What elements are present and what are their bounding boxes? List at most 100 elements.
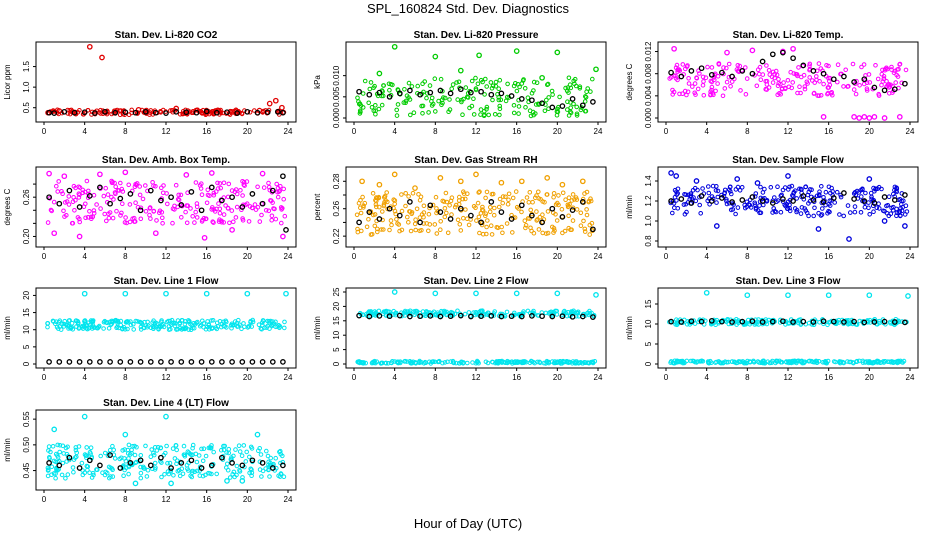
band-point [864, 80, 870, 85]
band-point [770, 210, 775, 215]
band-point [122, 327, 128, 332]
band-point [89, 216, 94, 221]
y-tick-label: 0.22 [332, 228, 341, 244]
band-point [688, 193, 694, 198]
band-point [475, 81, 481, 87]
data-point [476, 52, 482, 59]
band-point [845, 203, 851, 208]
data-point [427, 313, 434, 319]
band-point [447, 97, 452, 102]
band-point [414, 206, 420, 212]
band-point [379, 227, 384, 232]
data-point [356, 88, 362, 95]
band-point [224, 319, 229, 325]
band-point [884, 84, 890, 89]
band-point [826, 320, 832, 325]
data-point [498, 209, 505, 215]
data-point [249, 359, 256, 365]
band-point [789, 85, 795, 91]
data-point [891, 197, 898, 203]
band-point [672, 358, 678, 364]
band-point [91, 192, 97, 198]
x-tick-label: 20 [243, 252, 252, 261]
band-point [876, 93, 882, 98]
band-point [463, 196, 468, 202]
band-point [270, 200, 275, 205]
band-point [96, 324, 101, 330]
data-point [66, 187, 73, 194]
band-point [792, 206, 798, 211]
data-point [396, 312, 403, 319]
band-point [66, 323, 72, 328]
data-point [391, 171, 398, 178]
band-point [768, 185, 774, 190]
band-point [434, 231, 440, 236]
data-point [259, 200, 266, 207]
data-point [815, 226, 822, 232]
data-point [427, 202, 434, 209]
data-point [132, 109, 139, 116]
data-point [790, 319, 796, 325]
band-point [402, 359, 407, 364]
y-tick-label: 0 [644, 361, 653, 366]
band-point [392, 311, 398, 316]
band-point [473, 205, 478, 211]
x-tick-label: 4 [82, 373, 87, 382]
data-point [739, 318, 746, 325]
x-tick-label: 4 [704, 252, 709, 261]
band-point [776, 76, 781, 82]
band-point [542, 199, 547, 205]
band-point [904, 209, 910, 214]
data-point [213, 109, 220, 116]
band-point [102, 211, 107, 217]
data-point [56, 462, 63, 469]
band-point [439, 102, 444, 108]
band-point [143, 209, 149, 214]
y-tick-label: 20 [22, 290, 31, 299]
band-point [898, 206, 903, 211]
band-point [375, 226, 380, 232]
band-point [529, 90, 535, 96]
band-point [897, 62, 902, 67]
band-point [574, 207, 580, 212]
plot-frame [345, 287, 607, 369]
band-point [466, 310, 472, 315]
band-point [359, 360, 364, 365]
band-point [211, 220, 216, 225]
data-point [99, 54, 105, 61]
x-tick-label: 20 [243, 373, 252, 382]
band-point [203, 216, 209, 222]
band-point [89, 324, 94, 329]
band-point [709, 84, 715, 90]
y-tick-label: 15 [332, 316, 341, 325]
series-2 [46, 108, 286, 116]
band-point [587, 308, 592, 314]
band-point [130, 444, 135, 449]
band-point [546, 95, 552, 100]
band-point [178, 192, 184, 198]
data-point [407, 199, 413, 205]
band-point [486, 310, 491, 316]
band-point [563, 310, 569, 316]
data-point [457, 205, 464, 212]
band-point [167, 460, 173, 466]
band-point [182, 321, 188, 327]
band-point [419, 228, 424, 233]
data-point [488, 313, 495, 319]
band-point [101, 193, 107, 199]
band-point [222, 324, 228, 329]
band-point [557, 94, 562, 100]
band-point [415, 83, 421, 89]
band-point [118, 180, 123, 186]
band-point [461, 215, 466, 221]
band-point [821, 81, 826, 87]
x-tick-label: 0 [352, 252, 357, 261]
band-point [574, 197, 580, 202]
band-point [444, 199, 450, 205]
data-point [759, 198, 766, 204]
data-point [147, 359, 154, 365]
band-point [881, 74, 887, 79]
band-point [722, 318, 728, 324]
band-point [409, 84, 415, 89]
